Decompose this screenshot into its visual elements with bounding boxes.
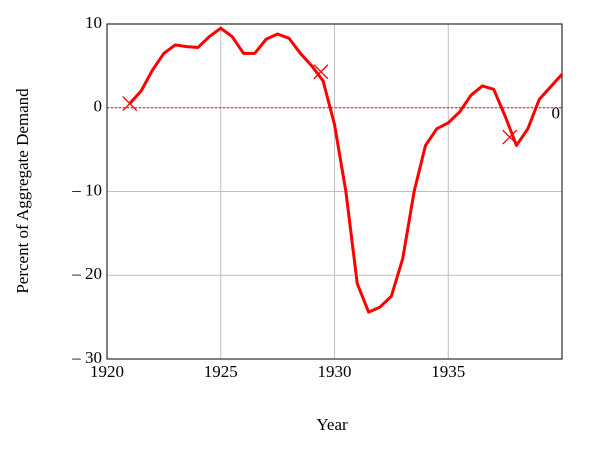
x-tick-label: 1920 bbox=[90, 362, 124, 381]
y-tick-label: – 30 bbox=[71, 348, 102, 367]
x-tick-label: 1935 bbox=[431, 362, 465, 381]
y-tick-label: 0 bbox=[94, 97, 103, 116]
y-tick-label: 10 bbox=[85, 13, 102, 32]
x-marker bbox=[502, 129, 518, 145]
x-marker bbox=[313, 64, 329, 80]
reference-label: 0 bbox=[552, 104, 561, 123]
y-tick-label: – 20 bbox=[71, 264, 102, 283]
y-axis-label: Percent of Aggregate Demand bbox=[13, 88, 32, 294]
y-tick-label: – 10 bbox=[71, 180, 102, 199]
x-axis-label: Year bbox=[316, 415, 348, 434]
x-tick-label: 1930 bbox=[318, 362, 352, 381]
plot-frame bbox=[106, 23, 563, 360]
x-tick-label: 1925 bbox=[204, 362, 238, 381]
x-marker bbox=[122, 96, 138, 112]
data-line bbox=[128, 26, 564, 314]
